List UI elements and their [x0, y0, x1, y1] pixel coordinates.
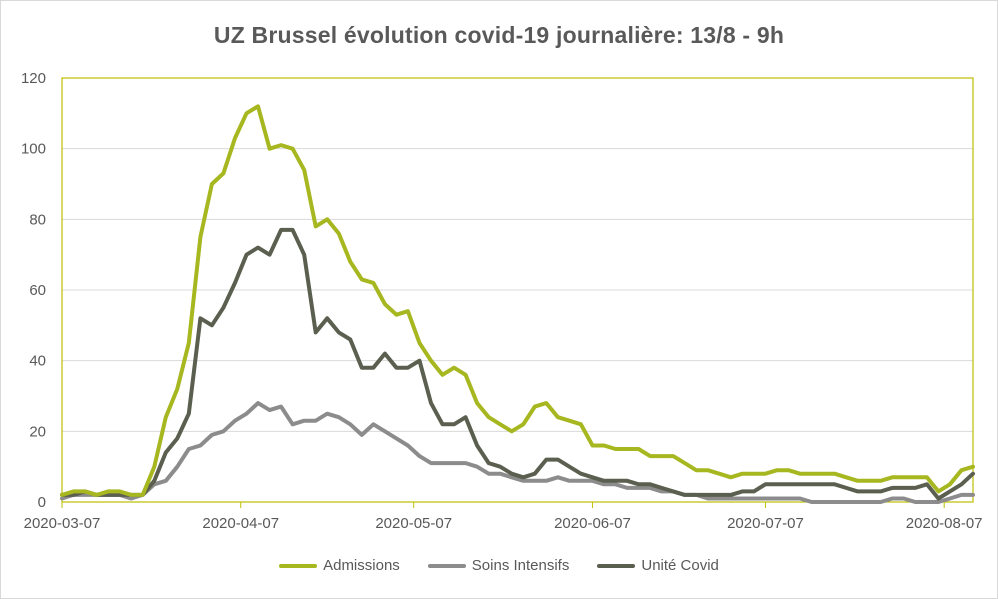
x-tick-label: 2020-03-07	[24, 515, 101, 532]
series-line-admissions	[60, 104, 975, 497]
legend-label: Unité Covid	[641, 557, 719, 574]
y-tick-label: 120	[21, 70, 46, 87]
series-line-unit-covid	[60, 227, 975, 501]
plot-area-border	[61, 77, 974, 503]
y-tick-label: 60	[29, 282, 46, 299]
x-tick-label: 2020-05-07	[375, 515, 452, 532]
x-tick-label: 2020-07-07	[727, 515, 804, 532]
x-tick-label: 2020-06-07	[554, 515, 631, 532]
legend-swatch	[427, 563, 466, 568]
y-tick-label: 0	[38, 494, 46, 511]
y-tick-label: 80	[29, 211, 46, 228]
axis-layer: 0 20 40 60 80 100 120 2020-03-07 2020-04-07 2020-…	[21, 70, 983, 532]
y-tick-label: 100	[21, 141, 46, 158]
legend-item: Admissions	[279, 557, 400, 574]
x-tick-label: 2020-04-07	[202, 515, 279, 532]
legend-swatch	[597, 563, 636, 568]
y-tick-label: 20	[29, 423, 46, 440]
legend-item: Soins Intensifs	[427, 557, 570, 574]
series-layer	[60, 104, 975, 504]
series-line-soins-intensifs	[60, 401, 975, 504]
x-tick-label: 2020-08-07	[906, 515, 983, 532]
y-tick-label: 40	[29, 353, 46, 370]
legend-label: Soins Intensifs	[471, 557, 570, 574]
legend-swatch	[279, 563, 318, 568]
legend-item: Unité Covid	[597, 557, 719, 574]
chart-title: UZ Brussel évolution covid-19 journalièr…	[213, 22, 785, 48]
legend: Admissions Soins Intensifs Unité Covid	[0, 557, 998, 574]
legend-label: Admissions	[323, 557, 400, 574]
grid-layer	[62, 148, 973, 432]
